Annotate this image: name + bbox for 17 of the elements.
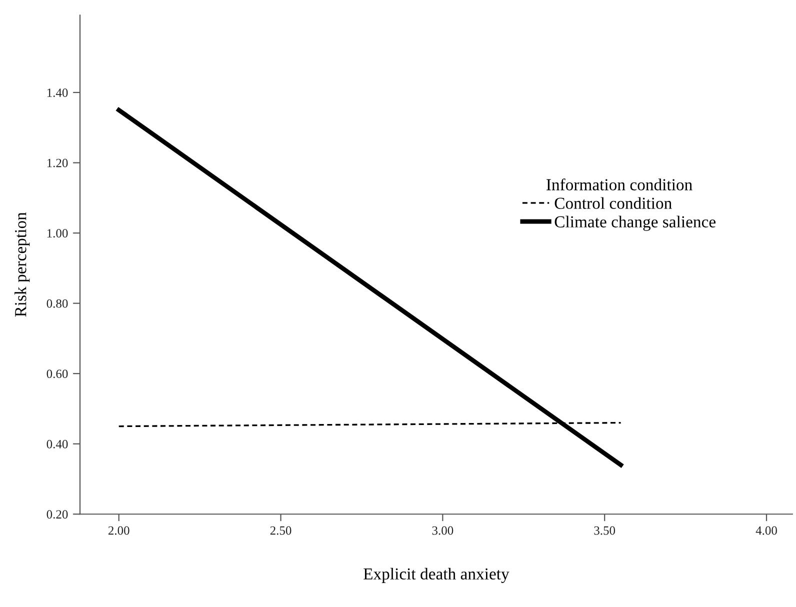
legend-label: Climate change salience [554,216,716,231]
y-tick-label: 0.60 [46,370,68,378]
legend-label: Control condition [554,197,672,209]
y-tick-label: 1.20 [47,158,68,168]
x-tick-label: 4.00 [756,526,777,535]
x-tick-label: 3.50 [594,526,616,535]
y-tick-label: 0.20 [46,510,68,519]
y-tick-label: 0.80 [46,299,68,308]
x-axis-title: Explicit death anxiety [364,568,510,583]
x-tick-label: 3.00 [432,526,454,535]
legend-title: Information condition [546,178,692,190]
y-tick-label: 0.40 [46,440,68,448]
x-tick-label: 2.00 [108,526,130,535]
y-axis-title: Risk perception [14,212,30,317]
y-tick-label: 1.40 [47,88,68,97]
x-tick-label: 2.50 [270,526,292,535]
y-tick-label: 1.00 [47,229,68,238]
